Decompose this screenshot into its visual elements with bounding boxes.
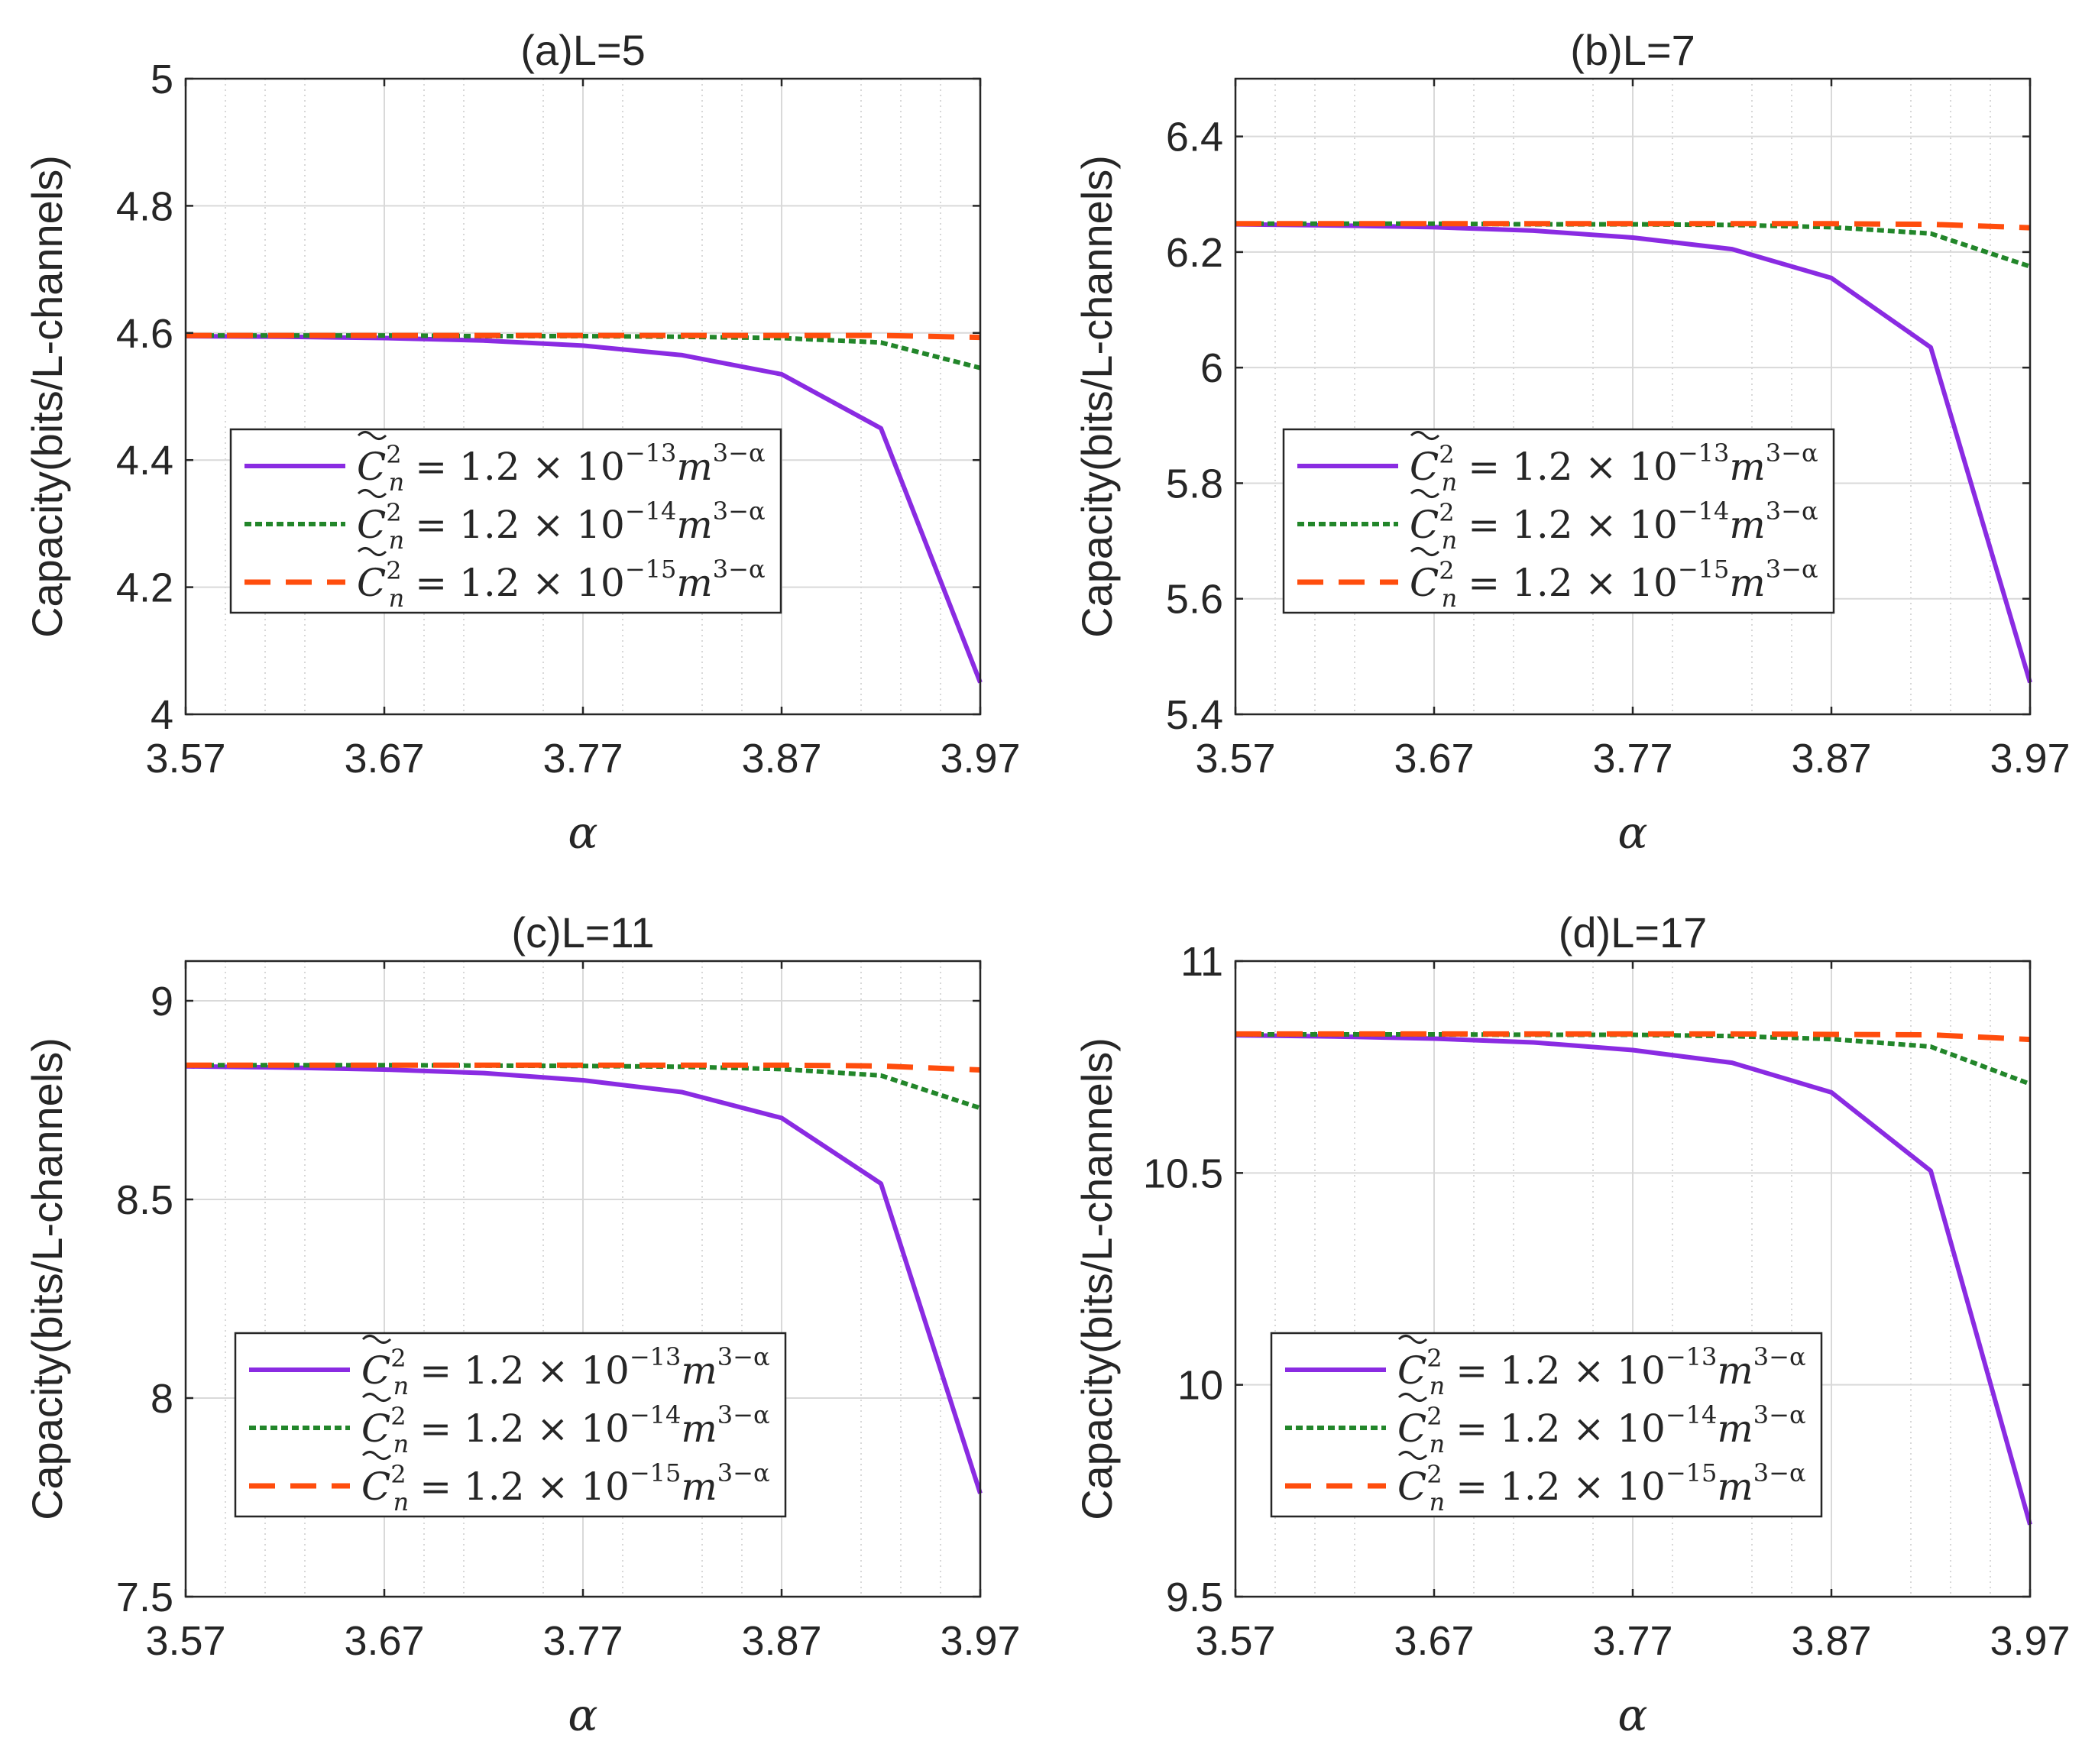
tilde-mark	[357, 431, 387, 440]
y-tick-label: 9	[151, 979, 173, 1024]
tilde-mark	[1410, 431, 1440, 440]
x-tick-label: 3.57	[1195, 736, 1275, 782]
chart-title: (b)L=7	[1570, 26, 1695, 74]
legend-label-3: C2 n = 1.2 × 10−15m3−α	[361, 1458, 770, 1516]
legend-label-3: C2 n = 1.2 × 10−15m3−α	[357, 555, 766, 613]
chart-title: (c)L=11	[511, 908, 654, 956]
tilde-mark	[1410, 547, 1440, 556]
x-tick-label: 3.67	[1394, 1618, 1474, 1664]
chart-panel-4: 3.57 3.67 3.77 3.87 3.97 9.5 10 10.5 11 (d)L=17 α C…	[1073, 908, 2071, 1741]
legend-box	[229, 428, 782, 614]
x-axis-label: α	[568, 1689, 597, 1741]
chart-panel-2: 3.57 3.67 3.77 3.87 3.97 5.4 5.6 5.8 6 6.2 6.4 (b)L…	[1073, 26, 2071, 859]
y-tick-label: 4	[151, 692, 173, 738]
y-axis-label: Capacity(bits/L-channels)	[1073, 155, 1121, 638]
x-tick-label: 3.87	[1791, 736, 1871, 782]
legend-label-3: C2 n = 1.2 × 10−15m3−α	[1397, 1458, 1806, 1516]
tilde-mark	[361, 1451, 392, 1460]
x-axis-label: α	[568, 807, 597, 859]
y-tick-label: 7.5	[116, 1575, 173, 1620]
tilde-mark	[361, 1393, 392, 1402]
x-tick-label: 3.57	[145, 736, 225, 782]
legend-label-2: C2 n = 1.2 × 10−14m3−α	[361, 1400, 770, 1458]
legend: C2 n = 1.2 × 10−13m3−αC2 n = 1.2 × 10−14m3−α…	[234, 1332, 787, 1518]
series-line-3	[1235, 221, 2031, 231]
y-tick-label: 4.6	[116, 311, 173, 357]
y-tick-label: 10	[1177, 1363, 1223, 1409]
x-tick-label: 3.57	[1195, 1618, 1275, 1664]
chart-panel-3: 3.57 3.67 3.77 3.87 3.97 7.5 8 8.5 9 (c)L=11 α Capa…	[23, 908, 1021, 1741]
y-tick-label: 5	[151, 57, 173, 102]
tilde-mark	[1397, 1335, 1428, 1344]
y-tick-label: 6.2	[1166, 230, 1223, 276]
tilde-mark	[357, 547, 387, 556]
legend-label-1: C2 n = 1.2 × 10−13m3−α	[1397, 1342, 1806, 1400]
y-tick-label: 6.4	[1166, 115, 1223, 160]
x-axis-label: α	[1617, 807, 1647, 859]
y-axis-label: Capacity(bits/L-channels)	[23, 1037, 71, 1520]
y-tick-label: 5.4	[1166, 692, 1223, 738]
x-tick-label: 3.77	[1592, 736, 1672, 782]
y-tick-label: 8	[151, 1376, 173, 1422]
y-tick-label: 6	[1200, 345, 1223, 391]
x-axis-label: α	[1617, 1689, 1647, 1741]
x-tick-label: 3.67	[344, 736, 424, 782]
x-tick-label: 3.67	[344, 1618, 424, 1664]
tilde-mark	[1397, 1393, 1428, 1402]
x-tick-label: 3.77	[542, 1618, 623, 1664]
y-tick-label: 9.5	[1166, 1575, 1223, 1620]
series-line-3	[186, 332, 981, 341]
y-tick-label: 5.8	[1166, 461, 1223, 507]
x-tick-label: 3.67	[1394, 736, 1474, 782]
legend-label-3: C2 n = 1.2 × 10−15m3−α	[1410, 555, 1818, 613]
y-tick-label: 10.5	[1143, 1151, 1223, 1196]
x-tick-label: 3.57	[145, 1618, 225, 1664]
chart-panel-1: 3.57 3.67 3.77 3.87 3.97 4 4.2 4.4 4.6 4.8 5 (a)L=5…	[23, 26, 1021, 859]
legend-label-2: C2 n = 1.2 × 10−14m3−α	[357, 497, 766, 555]
legend-label-1: C2 n = 1.2 × 10−13m3−α	[357, 439, 766, 497]
y-tick-label: 8.5	[116, 1177, 173, 1223]
series-line-1	[1235, 1033, 2032, 1526]
y-tick-label: 4.2	[116, 565, 173, 611]
chart-title: (d)L=17	[1559, 908, 1708, 956]
x-tick-label: 3.87	[741, 1618, 821, 1664]
legend-box	[1270, 1332, 1823, 1518]
x-tick-label: 3.97	[940, 1618, 1020, 1664]
tilde-mark	[361, 1335, 392, 1344]
x-tick-label: 3.87	[741, 736, 821, 782]
x-tick-label: 3.77	[542, 736, 623, 782]
tilde-mark	[1397, 1451, 1428, 1460]
x-tick-label: 3.77	[1592, 1618, 1672, 1664]
x-tick-label: 3.97	[940, 736, 1020, 782]
legend-label-1: C2 n = 1.2 × 10−13m3−α	[361, 1342, 770, 1400]
chart-title: (a)L=5	[520, 26, 645, 74]
x-tick-label: 3.97	[1990, 736, 2070, 782]
x-tick-label: 3.97	[1990, 1618, 2070, 1664]
tilde-mark	[1410, 489, 1440, 498]
legend-box	[1282, 428, 1835, 614]
y-tick-label: 4.4	[116, 438, 173, 484]
x-tick-label: 3.87	[1791, 1618, 1871, 1664]
legend: C2 n = 1.2 × 10−13m3−αC2 n = 1.2 × 10−14m3−α…	[1270, 1332, 1823, 1518]
legend: C2 n = 1.2 × 10−13m3−αC2 n = 1.2 × 10−14m3−α…	[1282, 428, 1835, 614]
legend-label-2: C2 n = 1.2 × 10−14m3−α	[1397, 1400, 1806, 1458]
y-tick-label: 5.6	[1166, 577, 1223, 623]
legend-box	[234, 1332, 787, 1518]
y-tick-label: 4.8	[116, 183, 173, 229]
legend-label-1: C2 n = 1.2 × 10−13m3−α	[1410, 439, 1818, 497]
y-tick-label: 11	[1180, 939, 1223, 985]
series-line-3	[186, 1062, 981, 1073]
tilde-mark	[357, 489, 387, 498]
y-axis-label: Capacity(bits/L-channels)	[1073, 1037, 1121, 1520]
legend-label-2: C2 n = 1.2 × 10−14m3−α	[1410, 497, 1818, 555]
y-axis-label: Capacity(bits/L-channels)	[23, 155, 71, 638]
legend: C2 n = 1.2 × 10−13m3−αC2 n = 1.2 × 10−14m3−α…	[229, 428, 782, 614]
